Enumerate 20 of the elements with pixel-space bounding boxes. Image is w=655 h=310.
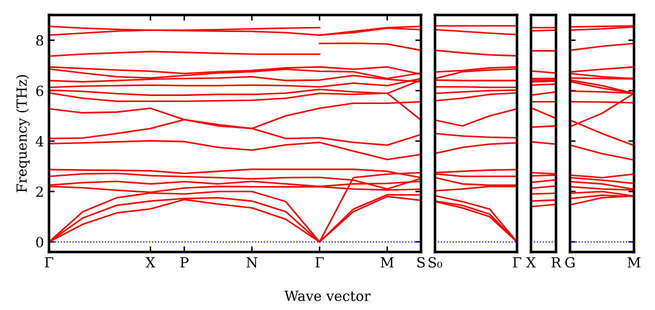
x-tick-label: N [246,257,258,268]
x-tick-label: Γ [512,257,522,268]
y-tick-label: 6 [36,86,44,96]
x-tick-label: S [417,257,425,268]
x-tick-label: X [146,257,156,268]
x-tick-label: Γ [44,257,54,268]
y-tick-label: 4 [36,136,44,146]
y-tick-label: 2 [36,186,43,197]
y-axis-title: Frequency (THz) [16,75,30,192]
x-tick-label: P [180,257,188,268]
x-tick-label: M [380,257,394,268]
y-tick-label: 8 [36,35,44,46]
x-tick-label: S₀ [428,257,442,268]
y-tick-label: 0 [36,236,44,248]
x-tick-label: X [526,257,536,268]
x-axis-title: Wave vector [284,290,371,302]
x-tick-label: Γ [315,257,324,268]
x-tick-label: R [552,257,562,268]
x-tick-label: G [565,257,574,268]
x-tick-label: M [628,257,640,268]
